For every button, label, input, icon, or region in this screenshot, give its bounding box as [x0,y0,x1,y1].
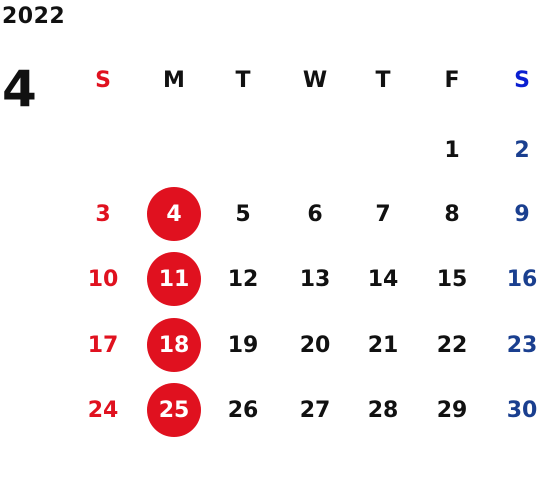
calendar-year: 2022 [2,4,66,29]
day-cell[interactable]: 2 [514,137,530,163]
day-cell[interactable]: 8 [444,201,460,227]
day-cell[interactable]: 17 [87,332,119,358]
weekday-label: F [444,67,460,93]
day-cell[interactable]: 29 [436,397,468,423]
highlighted-day-cell[interactable]: 18 [147,318,201,372]
day-cell[interactable]: 30 [506,397,538,423]
day-cell[interactable]: 26 [227,397,259,423]
day-cell[interactable]: 20 [299,332,331,358]
calendar-month: 4 [2,60,37,118]
highlighted-day-cell[interactable]: 4 [147,187,201,241]
day-cell[interactable]: 19 [227,332,259,358]
weekday-label: W [302,67,328,93]
weekday-label: T [375,67,391,93]
highlighted-day-cell[interactable]: 11 [147,252,201,306]
day-cell[interactable]: 15 [436,266,468,292]
day-cell[interactable]: 6 [307,201,323,227]
day-cell[interactable]: 1 [444,137,460,163]
weekday-label: T [235,67,251,93]
weekday-label: S [514,67,530,93]
weekday-label: S [95,67,111,93]
day-cell[interactable]: 10 [87,266,119,292]
day-cell[interactable]: 12 [227,266,259,292]
day-cell[interactable]: 13 [299,266,331,292]
day-cell[interactable]: 14 [367,266,399,292]
highlighted-day-cell[interactable]: 25 [147,383,201,437]
day-cell[interactable]: 16 [506,266,538,292]
day-cell[interactable]: 27 [299,397,331,423]
day-cell[interactable]: 22 [436,332,468,358]
day-cell[interactable]: 24 [87,397,119,423]
day-cell[interactable]: 28 [367,397,399,423]
day-cell[interactable]: 9 [514,201,530,227]
weekday-label: M [163,67,185,93]
day-cell[interactable]: 7 [375,201,391,227]
day-cell[interactable]: 23 [506,332,538,358]
day-cell[interactable]: 5 [235,201,251,227]
day-cell[interactable]: 3 [95,201,111,227]
day-cell[interactable]: 21 [367,332,399,358]
